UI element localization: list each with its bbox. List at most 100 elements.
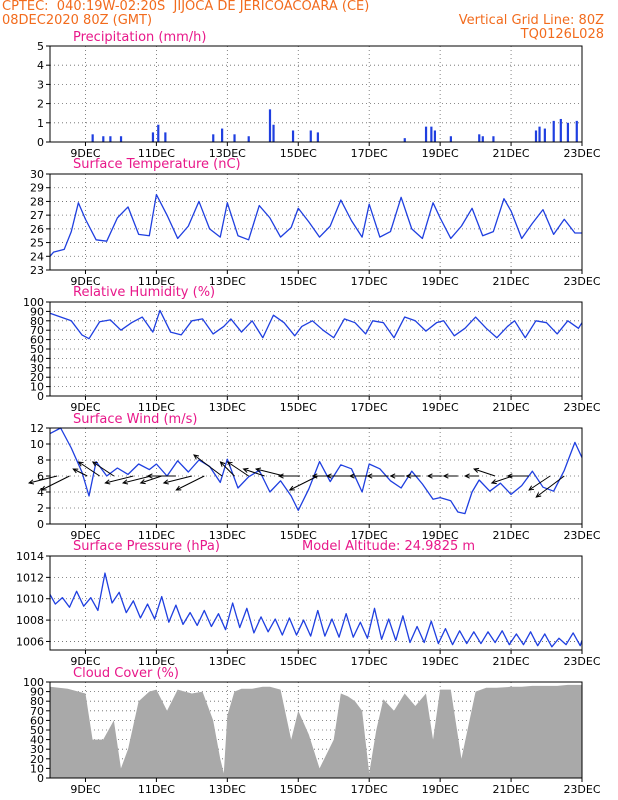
precipitation-bar — [566, 122, 570, 142]
pressure-xtick-label: 13DEC — [209, 655, 246, 668]
temperature-xtick-label: 13DEC — [209, 275, 246, 288]
humidity-ytick-label: 0 — [37, 390, 44, 403]
humidity-ytick-label: 20 — [30, 371, 44, 384]
wind-vector — [535, 475, 565, 498]
humidity-ytick-label: 40 — [30, 352, 44, 365]
wind-xtick-label: 9DEC — [70, 529, 100, 542]
precipitation-ytick-label: 5 — [37, 40, 44, 53]
humidity-xtick-label: 19DEC — [422, 401, 459, 414]
pressure-ytick-label: 1006 — [16, 635, 44, 648]
wind-arrowhead — [254, 467, 262, 473]
precipitation-bar — [221, 128, 224, 142]
wind-vector — [28, 475, 58, 484]
wind-vector — [78, 461, 100, 477]
wind-ytick-label: 2 — [37, 502, 44, 515]
header-run-code: TQ0126L028 — [520, 27, 604, 42]
cloud-cover-xtick-label: 19DEC — [422, 783, 459, 796]
precipitation-bar — [212, 134, 215, 142]
precipitation-ytick-label: 1 — [37, 117, 44, 130]
pressure-xtick-label: 9DEC — [70, 655, 100, 668]
cloud-cover-ytick-label: 0 — [37, 772, 44, 785]
temperature-series-line — [49, 193, 582, 257]
wind-ytick-label: 8 — [37, 454, 44, 467]
humidity-title: Relative Humidity (%) — [73, 285, 215, 300]
wind-vector — [528, 475, 551, 491]
wind-xtick-label: 17DEC — [351, 529, 388, 542]
humidity-xtick-label: 11DEC — [138, 401, 175, 414]
cloud-cover-area — [50, 684, 582, 778]
wind-vector — [193, 454, 223, 477]
humidity-series-line — [49, 309, 583, 340]
wind-arrowhead — [311, 473, 318, 479]
humidity-xtick-label: 9DEC — [70, 401, 100, 414]
wind-vector — [122, 475, 152, 484]
temperature-title: Surface Temperature (nC) — [73, 157, 241, 172]
precipitation-bar — [247, 136, 250, 142]
precipitation-title: Precipitation (mm/h) — [73, 30, 206, 45]
cloud-cover-ytick-label: 20 — [30, 753, 44, 766]
cloud-cover-ytick-label: 60 — [30, 714, 44, 727]
precipitation-bar — [268, 109, 272, 142]
humidity-xtick-label: 21DEC — [493, 401, 530, 414]
precipitation-bar — [233, 134, 236, 142]
wind-arrowhead — [389, 473, 396, 479]
cloud-cover-xtick-label: 17DEC — [351, 783, 388, 796]
temperature-ytick-label: 25 — [30, 237, 44, 250]
cloud-cover-xtick-label: 23DEC — [563, 783, 600, 796]
wind-vector — [227, 461, 249, 477]
precipitation-bar — [291, 130, 295, 142]
wind-ytick-label: 4 — [37, 486, 44, 499]
precipitation-bar — [151, 132, 155, 142]
wind-xtick-label: 11DEC — [138, 529, 175, 542]
wind-arrowhead — [490, 479, 497, 485]
temperature-ytick-label: 26 — [30, 223, 44, 236]
precipitation-bar — [164, 132, 167, 142]
wind-arrowhead — [242, 467, 249, 473]
pressure-ytick-label: 1010 — [16, 593, 44, 606]
pressure-annotation: Model Altitude: 24.9825 m — [302, 539, 475, 554]
wind-xtick-label: 23DEC — [563, 529, 600, 542]
precipitation-ytick-label: 4 — [37, 59, 44, 72]
temperature-xtick-label: 15DEC — [280, 275, 317, 288]
temperature-xtick-label: 11DEC — [138, 275, 175, 288]
wind-arrowhead — [528, 485, 535, 491]
wind-arrowhead — [348, 473, 355, 479]
precipitation-bar — [492, 136, 495, 142]
humidity-ytick-label: 70 — [30, 324, 44, 337]
precipitation-bar — [109, 136, 112, 142]
wind-vector — [73, 468, 88, 477]
precipitation-bar — [552, 120, 555, 142]
cloud-cover-ytick-label: 90 — [30, 686, 44, 699]
precipitation-bar — [119, 136, 123, 142]
pressure-xtick-label: 23DEC — [563, 655, 600, 668]
cloud-cover-xtick-label: 9DEC — [70, 783, 100, 796]
temperature-frame — [49, 173, 583, 271]
wind-arrowhead — [366, 473, 373, 479]
cloud-cover-ytick-label: 40 — [30, 734, 44, 747]
wind-arrowhead — [27, 479, 35, 485]
wind-arrowhead — [40, 485, 47, 491]
wind-arrowhead — [104, 479, 111, 485]
cloud-cover-ytick-label: 10 — [30, 762, 44, 775]
wind-arrowhead — [506, 473, 513, 479]
precipitation-frame — [49, 45, 583, 143]
wind-ytick-label: 0 — [37, 518, 44, 531]
wind-arrowhead — [146, 473, 153, 479]
precipitation-xtick-label: 15DEC — [280, 147, 317, 160]
precipitation-xtick-label: 21DEC — [493, 147, 530, 160]
wind-vector — [41, 475, 70, 491]
pressure-xtick-label: 19DEC — [422, 655, 459, 668]
header-date: 08DEC2020 80Z (GMT) — [2, 13, 153, 28]
wind-arrowhead — [77, 461, 84, 467]
precipitation-xtick-label: 11DEC — [138, 147, 175, 160]
wind-vector — [255, 468, 285, 477]
precipitation-xtick-label: 17DEC — [351, 147, 388, 160]
precipitation-bar — [309, 130, 312, 142]
precipitation-bar — [403, 138, 406, 142]
precipitation-bar — [316, 132, 319, 142]
precipitation-ytick-label: 3 — [37, 78, 44, 91]
cloud-cover-ytick-label: 50 — [30, 724, 44, 737]
wind-arrowhead — [162, 479, 169, 485]
wind-arrowhead — [121, 479, 129, 485]
